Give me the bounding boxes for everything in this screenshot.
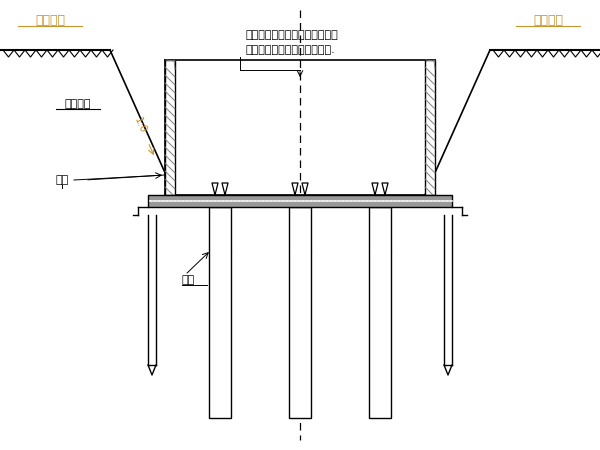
Bar — [289, 207, 311, 418]
Bar — [425, 60, 435, 195]
Bar — [165, 60, 175, 195]
Text: 基坑边坡: 基坑边坡 — [65, 99, 91, 109]
Bar — [369, 207, 391, 418]
Text: 开挖边线: 开挖边线 — [533, 14, 563, 27]
Text: 1:0: 1:0 — [132, 115, 148, 135]
Text: 木板: 木板 — [55, 175, 68, 185]
Bar — [209, 207, 231, 418]
Text: 采用铁丝相连，加强其整体性.: 采用铁丝相连，加强其整体性. — [245, 45, 335, 55]
Bar — [148, 195, 452, 207]
Text: 木桩: 木桩 — [182, 275, 195, 285]
Text: 根据现场实际情况，木桩之间可: 根据现场实际情况，木桩之间可 — [245, 30, 338, 40]
Text: 开挖边线: 开挖边线 — [35, 14, 65, 27]
